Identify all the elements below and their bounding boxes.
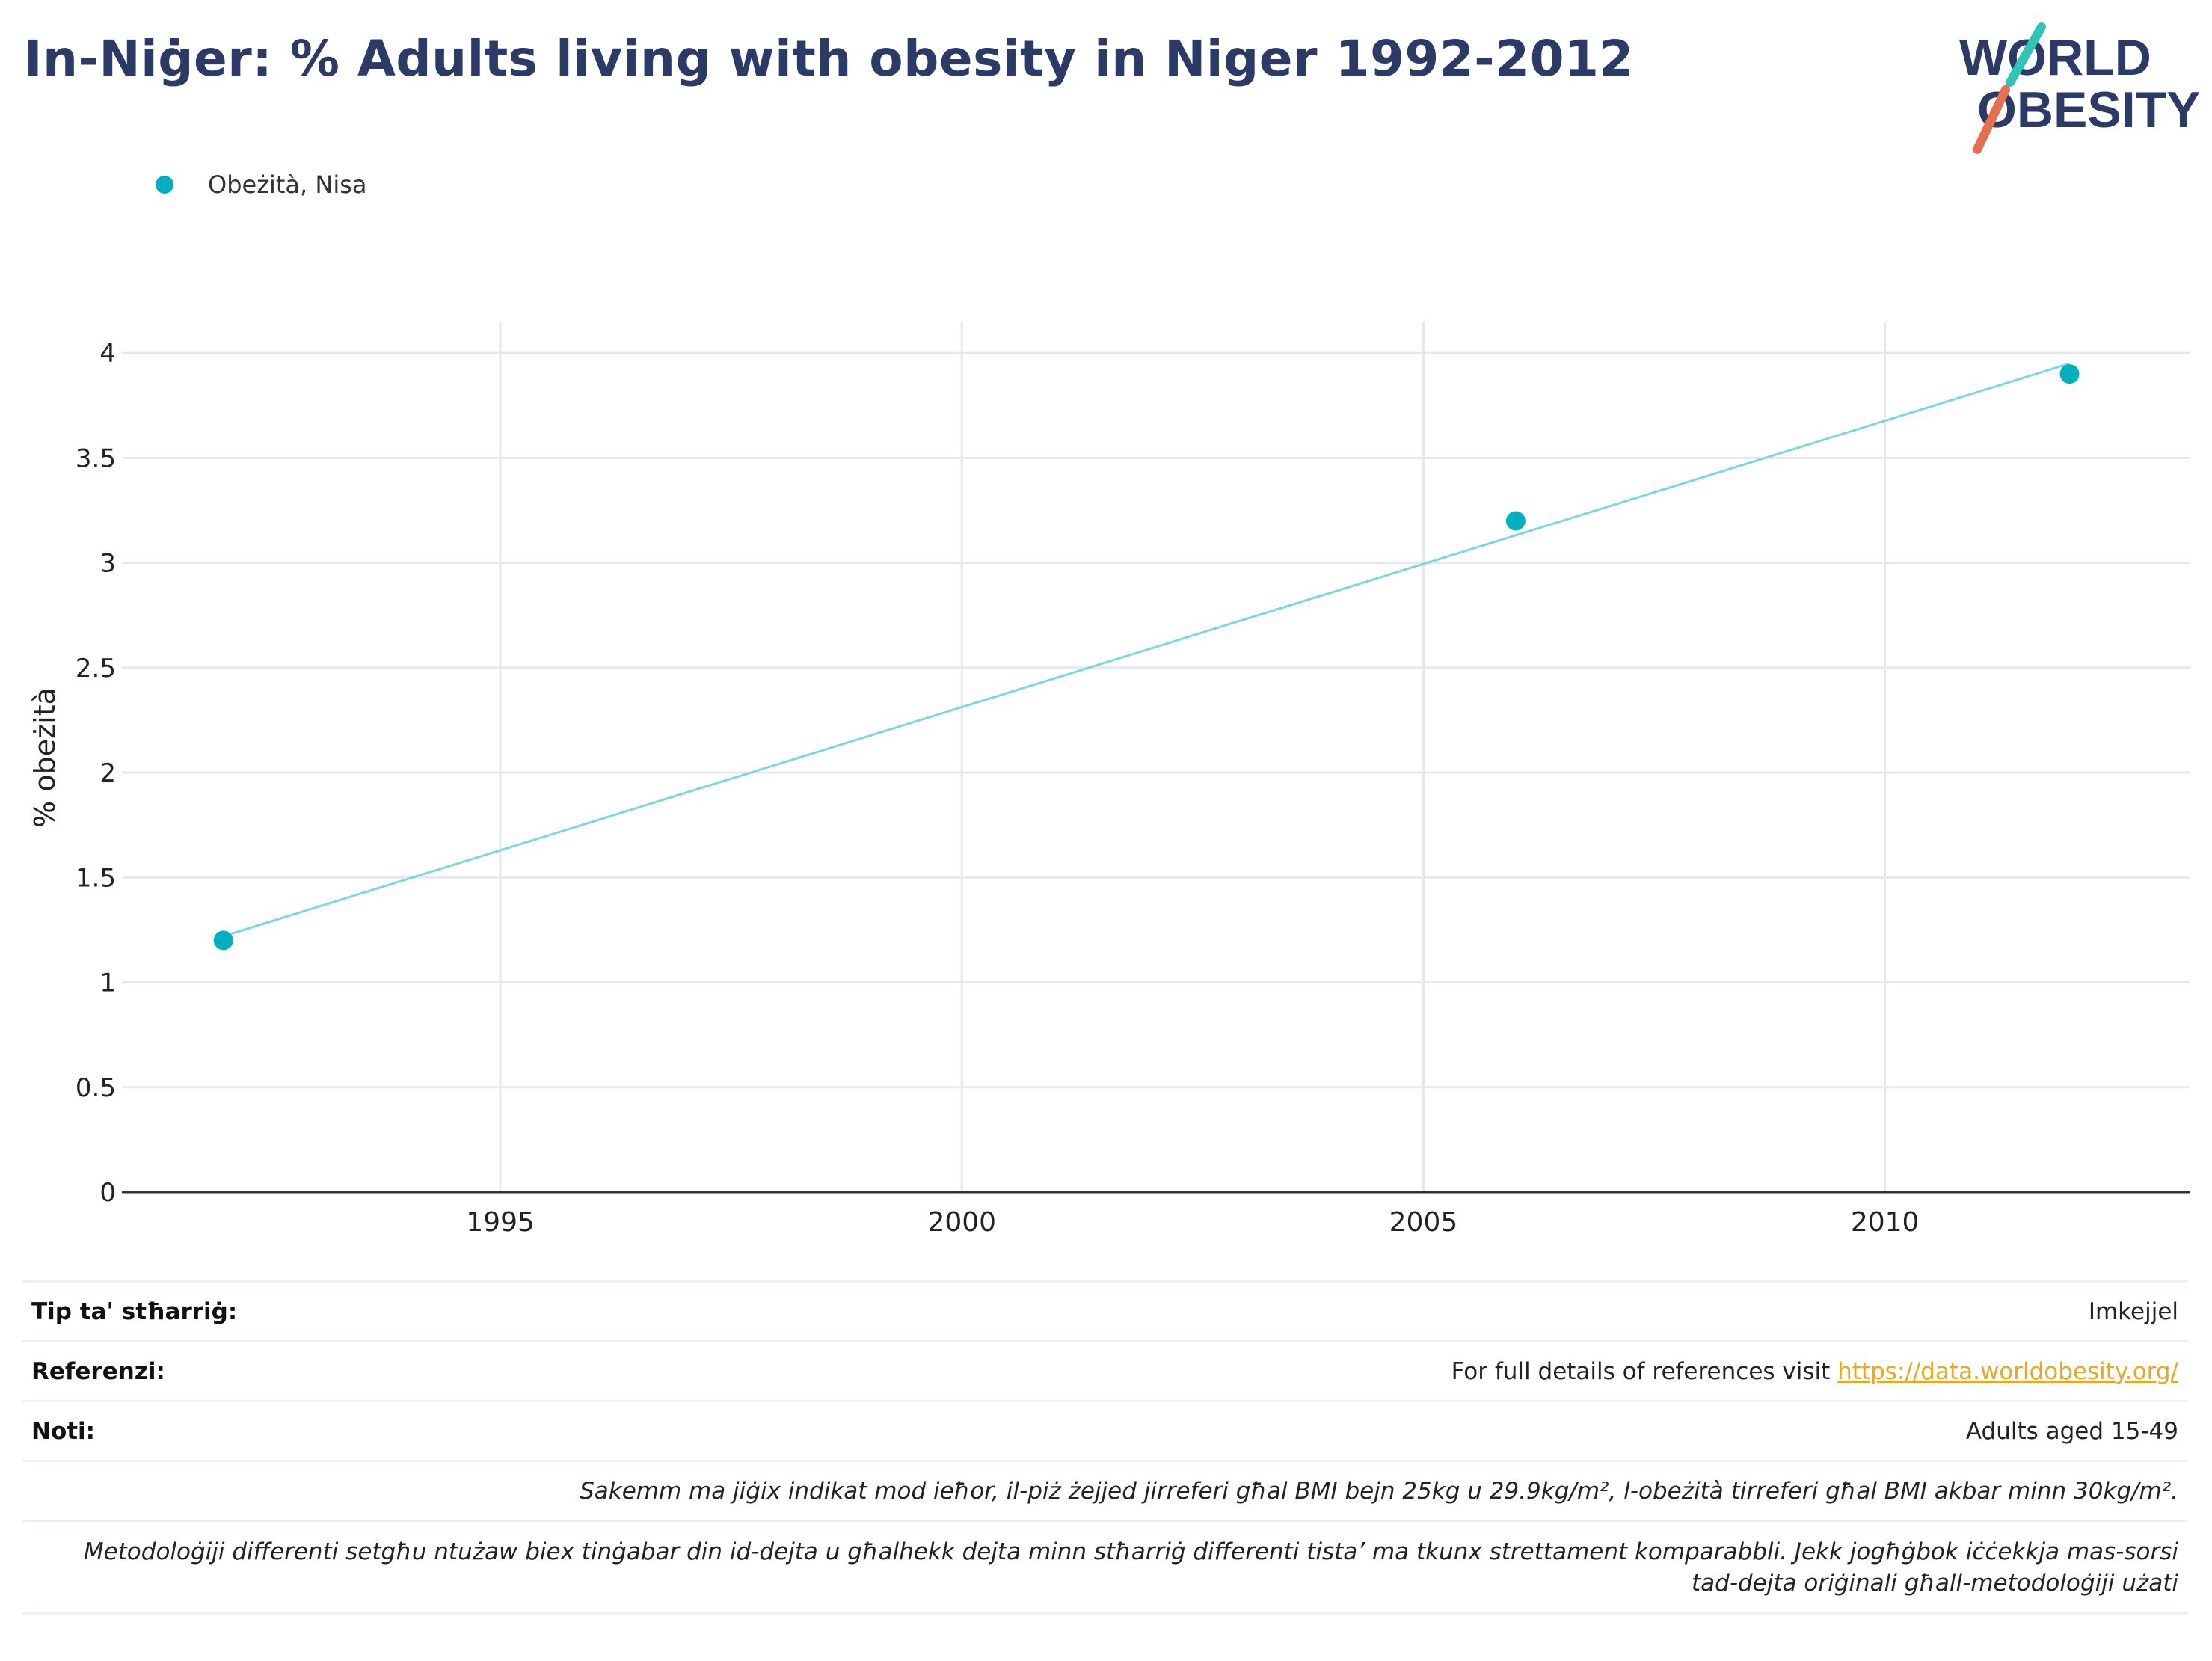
- x-tick-label: 2000: [927, 1207, 996, 1238]
- note-methodology: Metodoloġiji differenti setgħu ntużaw bi…: [84, 1536, 2178, 1599]
- logo-slash-teal: [2006, 22, 2046, 87]
- x-tick-label: 2010: [1851, 1207, 1920, 1238]
- references-label: Referenzi:: [31, 1357, 165, 1385]
- meta-row-source-type: Tip ta' stħarriġ: Imkejjel: [22, 1280, 2187, 1340]
- metadata-table: Tip ta' stħarriġ: Imkejjel Referenzi: Fo…: [22, 1280, 2187, 1615]
- note-methodology-line-1: Metodoloġiji differenti setgħu ntużaw bi…: [83, 1538, 2178, 1565]
- x-tick-label: 1995: [466, 1207, 535, 1238]
- logo-text-obesity: OBESITY: [1977, 82, 2199, 138]
- y-tick-label: 0.5: [76, 1073, 116, 1103]
- source-type-value: Imkejjel: [2088, 1298, 2178, 1325]
- trend-line: [223, 362, 2070, 938]
- notes-label: Noti:: [31, 1417, 96, 1445]
- meta-table-bottom-border: [22, 1612, 2187, 1615]
- data-point: [213, 930, 233, 951]
- data-point: [2059, 364, 2080, 384]
- world-obesity-logo: WORLD OBESITY: [1959, 22, 2199, 154]
- y-tick-label: 2.5: [76, 654, 116, 684]
- meta-row-references: Referenzi: For full details of reference…: [22, 1340, 2187, 1400]
- y-tick-label: 0: [99, 1178, 116, 1208]
- note-bmi: Sakemm ma jiġix indikat mod ieħor, il-pi…: [580, 1477, 2178, 1505]
- x-tick-label: 2005: [1389, 1207, 1458, 1238]
- y-tick-label: 3.5: [76, 443, 116, 473]
- source-type-label: Tip ta' stħarriġ:: [31, 1298, 238, 1325]
- y-tick-label: 4: [99, 339, 116, 369]
- meta-row-notes: Noti: Adults aged 15-49: [22, 1400, 2187, 1460]
- references-value: For full details of references visit htt…: [1451, 1358, 2178, 1385]
- y-tick-label: 1.5: [76, 863, 116, 893]
- logo-slash-red: [1973, 85, 2010, 154]
- y-tick-label: 3: [99, 549, 116, 579]
- references-text: For full details of references visit: [1451, 1357, 1838, 1385]
- meta-row-note-bmi: Sakemm ma jiġix indikat mod ieħor, il-pi…: [22, 1460, 2187, 1520]
- page-title: In-Niġer: % Adults living with obesity i…: [24, 30, 1634, 87]
- y-tick-label: 1: [99, 968, 116, 998]
- chart-legend[interactable]: Obeżità, Nisa: [156, 171, 366, 199]
- data-point: [1505, 511, 1526, 531]
- line-chart: 0 0.5 1 1.5 2 2.5 3 3.5 4 1995 2000 2005 2010: [76, 322, 2190, 1238]
- notes-value: Adults aged 15-49: [1965, 1417, 2178, 1445]
- legend-marker-dot: [156, 176, 173, 194]
- meta-row-note-methodology: Metodoloġiji differenti setgħu ntużaw bi…: [22, 1520, 2187, 1612]
- legend-label: Obeżità, Nisa: [208, 171, 367, 199]
- references-link[interactable]: https://data.worldobesity.org/: [1837, 1357, 2178, 1385]
- logo-text-world: WORLD: [1959, 29, 2151, 86]
- y-tick-label: 2: [99, 758, 116, 788]
- note-methodology-line-2: tad-dejta oriġinali għall-metodoloġiji u…: [1691, 1569, 2178, 1597]
